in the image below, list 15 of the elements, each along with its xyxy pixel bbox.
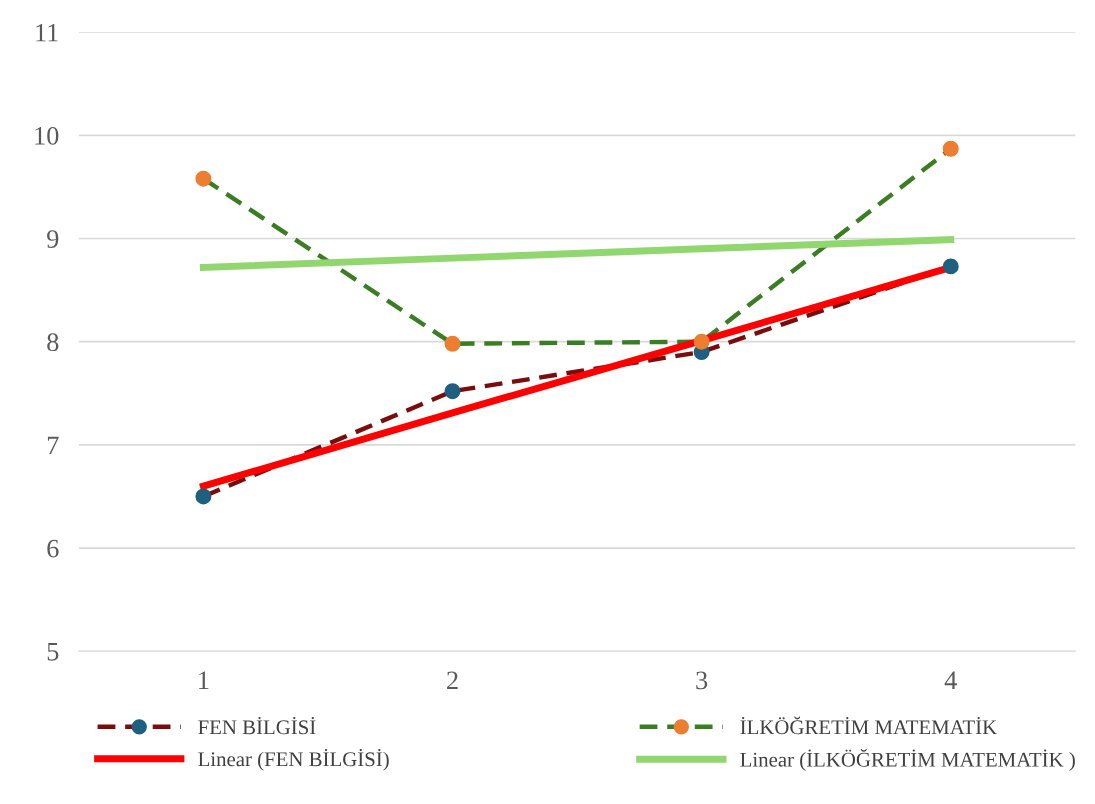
x-tick-label: 4 — [944, 671, 957, 689]
legend-label: Linear (FEN BİLGİSİ) — [198, 748, 389, 771]
x-tick-label: 1 — [199, 671, 209, 689]
legend-label: FEN BİLGİSİ — [198, 716, 316, 735]
y-tick-label: 9 — [47, 230, 59, 248]
y-tick-label: 8 — [47, 333, 59, 352]
x-tick-label: 2 — [447, 671, 458, 689]
legend-label: Linear (İLKÖĞRETİM MATEMATİK ) — [740, 748, 1075, 771]
legend-label: İLKÖĞRETİM MATEMATİK — [740, 716, 997, 735]
y-tick-label: 5 — [47, 643, 59, 661]
y-tick-label: 7 — [47, 436, 59, 455]
x-tick-label: 3 — [696, 671, 708, 690]
y-tick-label: 11 — [36, 23, 58, 42]
y-tick-label: 10 — [35, 126, 59, 145]
y-tick-label: 6 — [47, 539, 59, 558]
